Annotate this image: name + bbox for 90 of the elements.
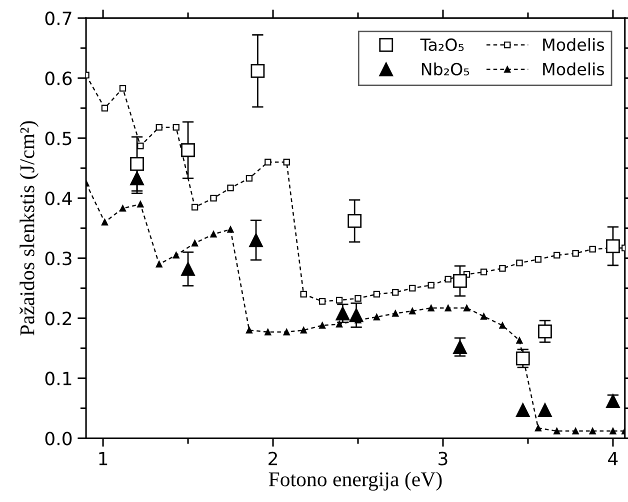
point [516, 337, 523, 344]
point [130, 171, 144, 186]
point [516, 351, 530, 366]
y-tick-label: 0.1 [45, 372, 72, 386]
x-axis-title: Fotono energija (eV) [268, 472, 442, 491]
point [101, 218, 108, 226]
y-tick-label: 0.5 [45, 132, 72, 146]
legend-label: Modelis [543, 38, 604, 51]
point [137, 142, 144, 150]
point [589, 246, 596, 252]
point [191, 204, 198, 210]
point [373, 290, 380, 298]
point [453, 340, 467, 354]
point [516, 403, 530, 417]
point [119, 84, 126, 92]
legend-label: Modelis [543, 62, 604, 76]
point [516, 260, 523, 266]
y-tick-label: 0.3 [45, 252, 72, 266]
point [554, 428, 560, 434]
point [156, 260, 162, 268]
point [589, 428, 596, 434]
point [172, 252, 180, 259]
y-tick-label: 0.2 [45, 312, 72, 326]
point [318, 298, 326, 305]
point [181, 143, 195, 158]
y-axis-title: Pažaidos slenkstis (J/cm²) [20, 121, 39, 336]
y-tick-label: 0.7 [45, 12, 72, 26]
y-tick-label: 0.0 [45, 432, 72, 446]
x-tick-label: 2 [268, 452, 277, 466]
point [428, 304, 434, 312]
point [119, 205, 126, 212]
point [534, 424, 542, 432]
point [348, 214, 362, 228]
point [444, 304, 452, 312]
point [318, 322, 326, 329]
point [227, 226, 234, 233]
x-tick-label: 1 [99, 452, 108, 466]
point [554, 252, 560, 259]
point [137, 200, 144, 208]
point [572, 428, 579, 434]
point [606, 394, 620, 408]
point [249, 233, 263, 248]
point [246, 175, 253, 182]
point [538, 403, 552, 417]
point [250, 64, 265, 78]
point [300, 290, 307, 298]
point [156, 124, 162, 131]
point [246, 326, 253, 334]
point [101, 104, 108, 112]
point [534, 256, 542, 263]
point [336, 306, 350, 320]
point [499, 322, 506, 329]
point [336, 296, 343, 304]
point [210, 194, 217, 202]
point [444, 276, 452, 283]
point [392, 310, 399, 317]
point [409, 284, 416, 292]
point [354, 295, 362, 302]
point [191, 240, 198, 246]
point [264, 158, 272, 166]
point [283, 158, 290, 166]
point [480, 313, 488, 320]
point [227, 184, 234, 192]
point [428, 282, 434, 289]
point [499, 265, 506, 272]
x-tick-label: 4 [608, 452, 618, 466]
point [181, 262, 195, 276]
point [453, 274, 467, 288]
point [392, 289, 399, 296]
point [349, 308, 364, 322]
y-tick-label: 0.4 [45, 192, 72, 206]
point [606, 239, 620, 254]
point [264, 328, 272, 336]
point [336, 320, 343, 328]
point [409, 308, 416, 314]
point [480, 268, 488, 276]
legend-label: Ta₂O₅ [420, 38, 464, 51]
y-tick-label: 0.6 [45, 72, 72, 86]
point [130, 156, 144, 171]
legend-label: Nb₂O₅ [422, 62, 470, 76]
point [572, 250, 579, 257]
point [300, 326, 307, 334]
point [610, 428, 616, 434]
x-tick-label: 3 [438, 452, 448, 466]
point [538, 324, 552, 338]
point [172, 124, 180, 131]
point [373, 314, 380, 320]
point [283, 328, 290, 336]
point [463, 304, 470, 312]
point [210, 230, 217, 238]
